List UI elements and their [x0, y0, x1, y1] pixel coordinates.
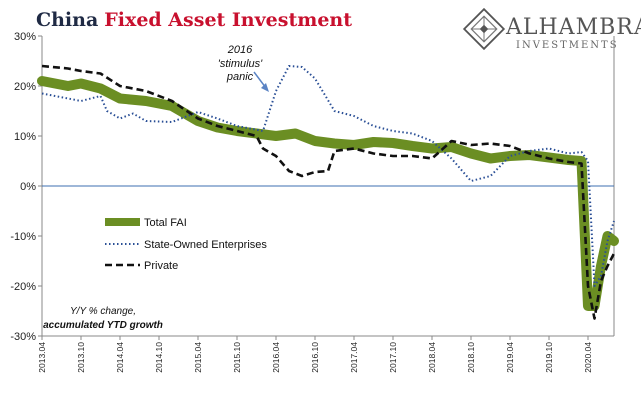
axes: 30% 20% 10% 0% -10% -20% -30%2013.04 2013.10 201… [10, 31, 615, 373]
y-tick-label: 10% [14, 131, 36, 143]
title-part2: Fixed Asset Investment [104, 9, 352, 31]
x-tick-label: 2015.10 [232, 342, 242, 373]
annotation-line2: 'stimulus' [218, 58, 263, 70]
note-line1: Y/Y % change, [70, 306, 136, 317]
series-line-0 [37, 76, 619, 311]
x-tick-label: 2019.04 [505, 342, 515, 373]
legend-label-total: Total FAI [144, 217, 187, 229]
y-tick-label: -20% [10, 281, 36, 293]
y-tick-label: -10% [10, 231, 36, 243]
note-line2: accumulated YTD growth [43, 320, 163, 331]
x-tick-label: 2018.04 [427, 342, 437, 373]
y-tick-label: -30% [10, 331, 36, 343]
chart-title: China Fixed Asset Investment [36, 9, 352, 31]
annotation: 2016 'stimulus' panic [218, 44, 269, 92]
x-tick-label: 2020.04 [583, 342, 593, 373]
x-tick-label: 2017.10 [388, 342, 398, 373]
x-tick-label: 2014.10 [154, 342, 164, 373]
x-tick-label: 2018.10 [466, 342, 476, 373]
annotation-arrowhead-icon [261, 83, 269, 92]
x-tick-label: 2015.04 [193, 342, 203, 373]
x-tick-label: 2019.10 [544, 342, 554, 373]
alhambra-logo: ALHAMBRA INVESTMENTS [462, 7, 641, 51]
x-tick-label: 2017.04 [349, 342, 359, 373]
x-tick-label: 2014.04 [115, 342, 125, 373]
x-tick-label: 2016.04 [271, 342, 281, 373]
annotation-line3: panic [226, 71, 254, 83]
y-tick-label: 0% [20, 181, 36, 193]
series-layer [37, 64, 619, 320]
logo-name: ALHAMBRA [505, 15, 641, 40]
legend-label-private: Private [144, 260, 178, 272]
x-tick-label: 2013.04 [37, 342, 47, 373]
x-tick-label: 2013.10 [76, 342, 86, 373]
note: Y/Y % change, accumulated YTD growth [43, 306, 163, 331]
legend: Total FAI State-Owned Enterprises Privat… [105, 217, 267, 272]
legend-label-soe: State-Owned Enterprises [144, 239, 267, 251]
logo-sub: INVESTMENTS [516, 40, 619, 51]
x-tick-label: 2016.10 [310, 342, 320, 373]
annotation-line1: 2016 [227, 44, 253, 56]
logo-diamond-icon [462, 7, 506, 51]
y-tick-label: 30% [14, 31, 36, 43]
y-tick-label: 20% [14, 81, 36, 93]
title-part1: China [36, 9, 98, 31]
series-line-2 [41, 64, 616, 320]
